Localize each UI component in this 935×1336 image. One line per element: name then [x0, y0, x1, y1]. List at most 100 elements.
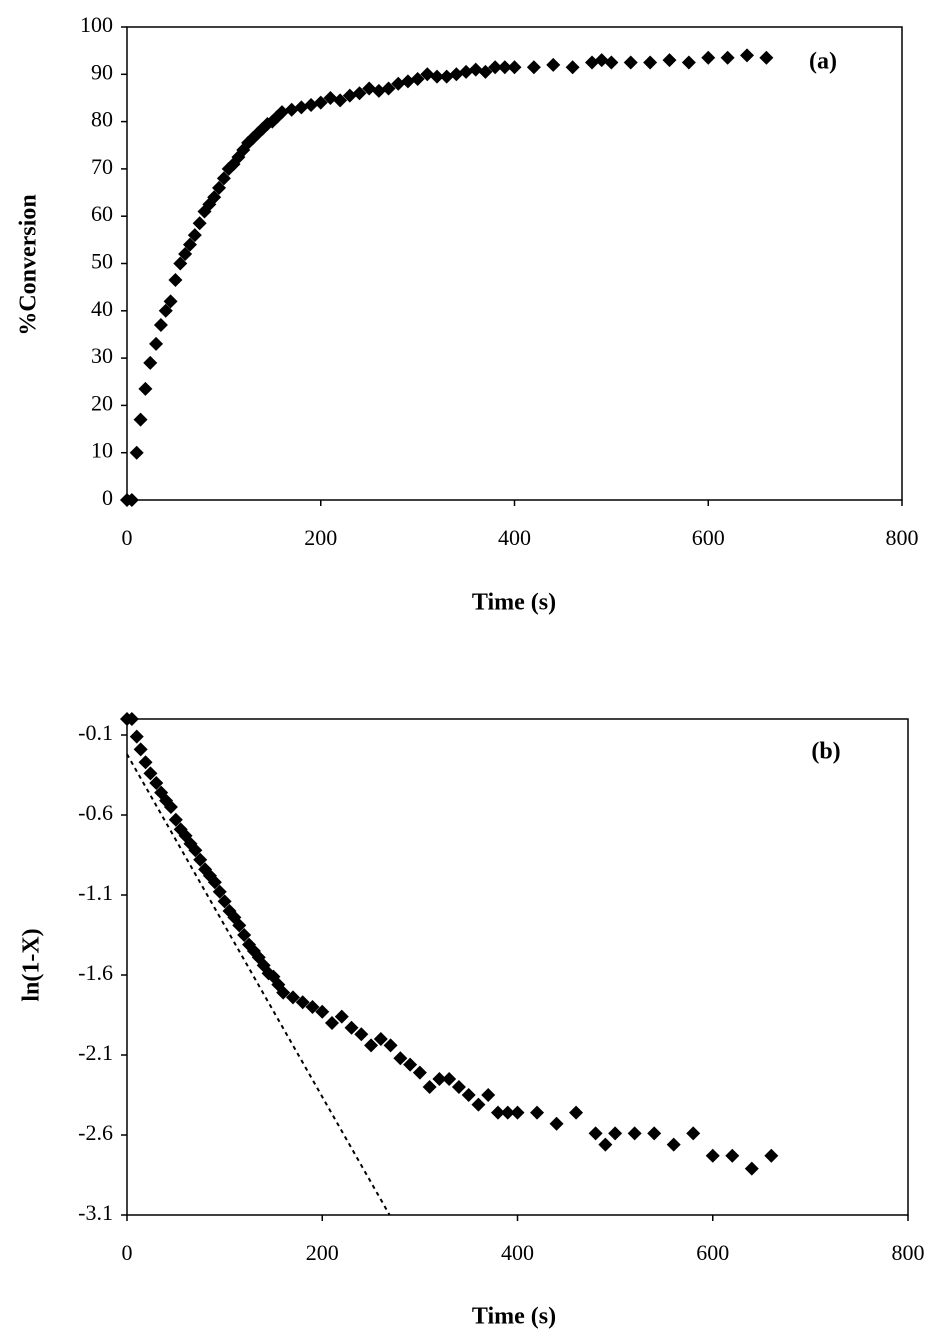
marker: [304, 98, 319, 113]
marker: [212, 180, 227, 195]
marker: [232, 918, 247, 933]
marker: [313, 95, 328, 110]
marker: [585, 55, 599, 70]
marker: [333, 93, 348, 108]
marker: [666, 1137, 681, 1152]
marker: [163, 800, 178, 814]
marker: [212, 884, 227, 899]
marker: [412, 1065, 427, 1080]
x-tick-label: 200: [304, 525, 337, 550]
marker: [342, 88, 357, 103]
marker: [294, 100, 309, 115]
marker: [168, 812, 183, 827]
marker: [373, 1032, 388, 1046]
marker: [178, 247, 193, 262]
marker: [129, 729, 144, 744]
marker: [362, 81, 377, 96]
marker: [468, 62, 483, 77]
marker: [604, 55, 619, 70]
marker: [354, 1027, 369, 1042]
marker: [138, 755, 153, 770]
marker: [647, 1126, 662, 1141]
marker: [410, 72, 425, 87]
marker: [422, 1080, 437, 1094]
marker: [216, 171, 231, 186]
marker: [740, 48, 754, 63]
marker: [391, 76, 406, 91]
marker: [449, 67, 464, 82]
y-tick-label: 0: [102, 485, 113, 510]
marker: [459, 64, 474, 79]
marker: [393, 1051, 408, 1066]
x-tick-label: 600: [692, 525, 725, 550]
x-tick-label: 400: [501, 1240, 534, 1265]
marker: [442, 1072, 457, 1086]
marker: [305, 1000, 320, 1014]
marker: [255, 121, 270, 136]
marker: [627, 1126, 642, 1141]
marker: [701, 50, 716, 65]
marker: [507, 60, 522, 75]
marker: [334, 1009, 349, 1024]
y-tick-label: -1.6: [78, 960, 113, 985]
marker: [124, 493, 139, 507]
y-axis-title: ln(1-X): [19, 928, 45, 1001]
marker: [284, 102, 299, 117]
y-tick-label: -0.1: [78, 720, 113, 745]
x-tick-label: 400: [498, 525, 531, 550]
marker: [686, 1126, 701, 1141]
marker: [138, 381, 153, 396]
marker: [481, 1088, 496, 1102]
marker: [124, 712, 139, 726]
panel-label: (b): [811, 739, 840, 765]
plot-frame: [126, 718, 909, 1216]
marker: [187, 228, 202, 243]
marker: [549, 1116, 564, 1131]
marker: [662, 53, 677, 68]
marker: [569, 1105, 584, 1120]
marker: [295, 995, 310, 1010]
x-axis-title: Time (s): [472, 1304, 556, 1330]
marker: [143, 766, 158, 781]
marker: [643, 55, 658, 70]
marker: [143, 355, 158, 370]
y-tick-label: -1.1: [78, 880, 113, 905]
marker: [451, 1080, 466, 1094]
marker: [565, 60, 580, 75]
marker: [275, 105, 289, 120]
marker: [323, 90, 338, 105]
y-tick-label: 30: [91, 343, 113, 368]
y-tick-label: 20: [91, 390, 113, 415]
marker: [158, 303, 173, 318]
marker: [207, 190, 222, 205]
marker: [439, 69, 454, 84]
marker: [490, 1105, 505, 1120]
marker: [403, 1057, 418, 1072]
y-tick-label: 50: [91, 249, 113, 274]
marker: [192, 216, 207, 231]
marker: [705, 1148, 720, 1163]
marker: [759, 50, 774, 65]
marker: [315, 1004, 330, 1019]
y-axis-title: %Conversion: [16, 194, 42, 335]
y-tick-label: 60: [91, 201, 113, 226]
marker: [188, 843, 203, 858]
marker: [381, 81, 396, 96]
y-tick-label: -0.6: [78, 800, 113, 825]
marker: [725, 1148, 740, 1163]
marker: [588, 1126, 603, 1141]
marker: [400, 74, 415, 89]
marker: [720, 50, 735, 65]
marker: [371, 83, 386, 98]
marker: [133, 742, 148, 757]
marker: [207, 875, 222, 890]
marker: [149, 336, 164, 351]
marker: [546, 57, 561, 72]
marker: [510, 1105, 525, 1120]
marker: [764, 1148, 779, 1163]
marker: [163, 294, 178, 309]
x-tick-label: 800: [892, 1240, 925, 1265]
marker: [471, 1097, 486, 1112]
marker: [478, 64, 493, 79]
